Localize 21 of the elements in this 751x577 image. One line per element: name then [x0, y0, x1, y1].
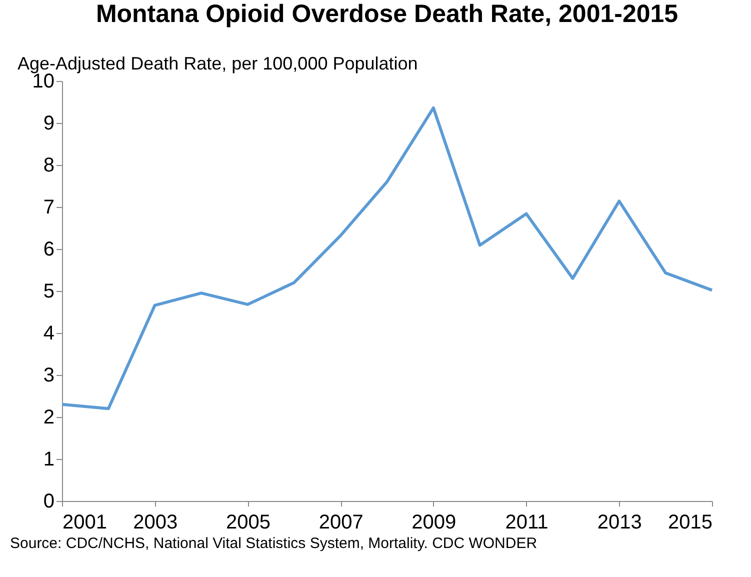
y-tick-label: 0: [43, 490, 54, 512]
x-tick-label: 2013: [597, 512, 642, 534]
y-tick-label: 4: [43, 322, 54, 344]
chart-title: Montana Opioid Overdose Death Rate, 2001-2015: [96, 0, 678, 28]
y-tick-label: 9: [43, 112, 54, 134]
x-tick-label: 2007: [318, 512, 364, 534]
x-tick-label: 2011: [505, 512, 548, 534]
y-tick-label: 8: [43, 154, 54, 176]
y-tick-label: 1: [43, 448, 54, 470]
x-tick-label: 2003: [133, 512, 178, 534]
x-tick-label: 2005: [226, 512, 270, 534]
y-tick-label: 3: [43, 364, 54, 386]
source-note: Source: CDC/NCHS, National Vital Statistics System, Mortality. CDC WONDER: [10, 535, 538, 552]
line-series: [60, 106, 714, 410]
x-tick-label: 2009: [412, 512, 456, 534]
y-tick-label: 7: [43, 196, 54, 218]
y-tick-label: 5: [43, 280, 54, 302]
x-tick-label: 2001: [62, 512, 107, 534]
x-tick-label: 2015: [668, 512, 712, 534]
y-tick-label: 2: [43, 406, 54, 428]
y-tick-label: 6: [43, 238, 54, 260]
